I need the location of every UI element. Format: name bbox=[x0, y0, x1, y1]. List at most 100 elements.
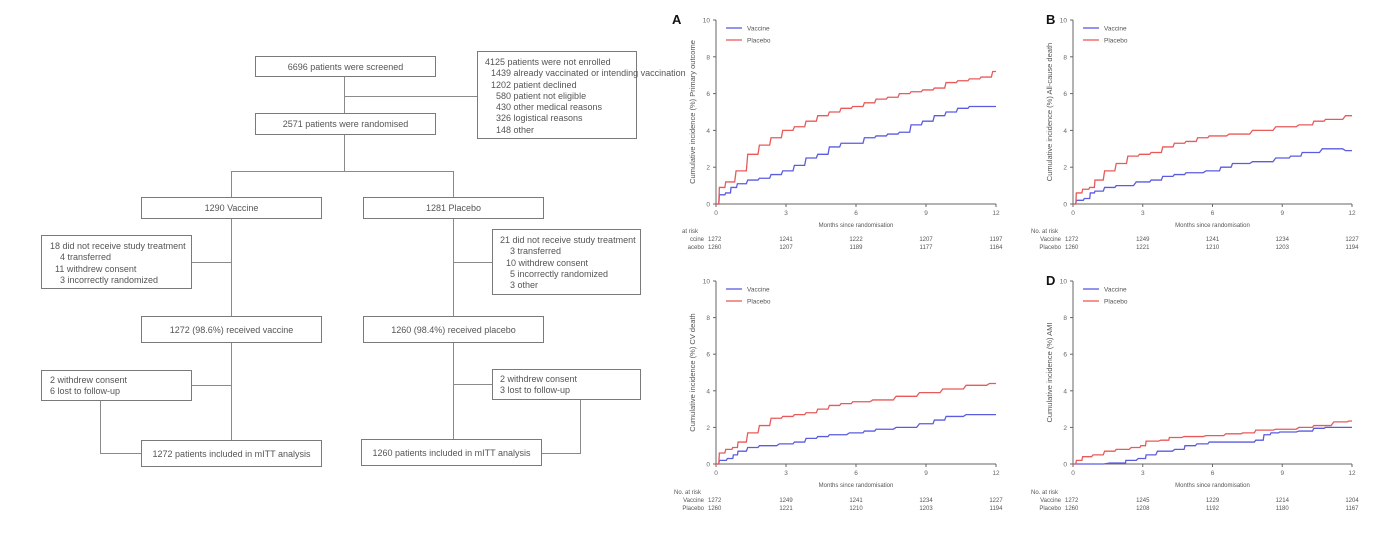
vaccine-lost-item: 2 withdrew consent bbox=[50, 375, 128, 385]
screened-text: 6696 patients were screened bbox=[287, 61, 404, 72]
connector-line bbox=[453, 171, 455, 197]
risk-table-value: 1194 bbox=[1346, 245, 1360, 251]
x-tick-label: 0 bbox=[1071, 210, 1075, 217]
consort-flow-diagram: 6696 patients were screened 4125 patient… bbox=[0, 0, 686, 542]
y-tick-label: 4 bbox=[1063, 128, 1067, 135]
y-tick-label: 0 bbox=[1063, 202, 1067, 209]
y-tick-label: 2 bbox=[1063, 425, 1067, 432]
y-tick-label: 6 bbox=[706, 352, 710, 359]
placebo-excluded-item: 10 withdrew consent bbox=[506, 257, 589, 268]
panel-letter: D bbox=[1046, 273, 1055, 288]
risk-table-value: 1204 bbox=[1345, 498, 1359, 504]
series-line-vaccine bbox=[716, 413, 996, 465]
vaccine-excluded-title: 18 did not receive study treatment bbox=[50, 241, 186, 251]
legend-label: Vaccine bbox=[1104, 287, 1127, 294]
risk-table-value: 1221 bbox=[779, 506, 793, 512]
risk-table-row-label: Vaccine bbox=[1040, 498, 1062, 504]
risk-table-value: 1272 bbox=[708, 498, 722, 504]
y-tick-label: 2 bbox=[1063, 165, 1067, 172]
risk-table-value: 1241 bbox=[779, 237, 793, 243]
placebo-analysed-box: 1260 patients included in mITT analysis bbox=[361, 439, 542, 466]
vaccine-analysed-text: 1272 patients included in mITT analysis bbox=[152, 448, 311, 459]
connector-line bbox=[231, 171, 454, 173]
y-tick-label: 2 bbox=[706, 425, 710, 432]
y-tick-label: 10 bbox=[1060, 18, 1068, 25]
x-tick-label: 12 bbox=[992, 210, 1000, 217]
randomised-box: 2571 patients were randomised bbox=[255, 113, 436, 135]
y-tick-label: 0 bbox=[706, 202, 710, 209]
risk-table-value: 1207 bbox=[919, 237, 933, 243]
placebo-excluded-box: 21 did not receive study treatment 3 tra… bbox=[492, 229, 641, 295]
x-tick-label: 12 bbox=[992, 470, 1000, 477]
risk-table-value: 1245 bbox=[1136, 498, 1150, 504]
connector-line bbox=[580, 399, 582, 454]
risk-table-value: 1203 bbox=[919, 506, 933, 512]
x-tick-label: 12 bbox=[1348, 470, 1356, 477]
placebo-excluded-title: 21 did not receive study treatment bbox=[500, 235, 636, 245]
y-tick-label: 8 bbox=[1063, 315, 1067, 322]
x-tick-label: 0 bbox=[714, 470, 718, 477]
x-tick-label: 12 bbox=[1348, 210, 1356, 217]
y-tick-label: 2 bbox=[706, 165, 710, 172]
risk-table-value: 1249 bbox=[1136, 237, 1150, 243]
series-line-placebo bbox=[1073, 420, 1352, 465]
risk-table-value: 1227 bbox=[989, 498, 1003, 504]
series-line-vaccine bbox=[716, 105, 996, 205]
risk-table-value: 1260 bbox=[708, 506, 722, 512]
x-axis-label: Months since randomisation bbox=[1175, 223, 1250, 229]
risk-table-value: 1241 bbox=[1206, 237, 1220, 243]
y-axis-label: Cumulative incidence (%) All-cause death bbox=[1045, 43, 1054, 181]
not-enrolled-item: 326 logistical reasons bbox=[496, 113, 583, 124]
panel-letter: A bbox=[672, 12, 682, 27]
x-tick-label: 6 bbox=[1211, 470, 1215, 477]
legend-label: Placebo bbox=[1104, 299, 1128, 306]
placebo-lost-item: 3 lost to follow-up bbox=[500, 385, 571, 396]
risk-table-value: 1249 bbox=[779, 498, 793, 504]
placebo-excluded-item: 3 transferred bbox=[510, 246, 562, 257]
risk-table-value: 1272 bbox=[1065, 237, 1079, 243]
y-tick-label: 10 bbox=[703, 279, 711, 286]
x-tick-label: 3 bbox=[1141, 470, 1145, 477]
legend-label: Vaccine bbox=[747, 26, 770, 33]
x-tick-label: 9 bbox=[1280, 210, 1284, 217]
connector-line bbox=[231, 342, 233, 441]
not-enrolled-item: 148 other bbox=[496, 124, 535, 135]
risk-table-value: 1207 bbox=[779, 245, 793, 251]
vaccine-analysed-box: 1272 patients included in mITT analysis bbox=[141, 440, 322, 467]
risk-table-header: No. at risk bbox=[1031, 229, 1059, 235]
screened-box: 6696 patients were screened bbox=[255, 56, 436, 77]
risk-table-value: 1167 bbox=[1346, 506, 1360, 512]
x-tick-label: 9 bbox=[924, 470, 928, 477]
placebo-allocated-text: 1281 Placebo bbox=[425, 203, 482, 213]
not-enrolled-title: 4125 patients were not enrolled bbox=[485, 57, 611, 67]
series-line-vaccine bbox=[1073, 426, 1352, 465]
x-axis-label: Months since randomisation bbox=[819, 483, 894, 489]
risk-table-value: 1208 bbox=[1136, 506, 1150, 512]
vaccine-allocated-box: 1290 Vaccine bbox=[141, 197, 322, 219]
vaccine-allocated-text: 1290 Vaccine bbox=[204, 203, 259, 213]
y-tick-label: 10 bbox=[1060, 279, 1068, 286]
placebo-excluded-item: 5 incorrectly randomized bbox=[510, 268, 609, 279]
x-tick-label: 0 bbox=[1071, 470, 1075, 477]
risk-table-value: 1229 bbox=[1206, 498, 1220, 504]
risk-table-row-label: ccine bbox=[690, 237, 705, 243]
legend-label: Placebo bbox=[747, 299, 771, 306]
legend-label: Placebo bbox=[1104, 38, 1128, 45]
vaccine-received-box: 1272 (98.6%) received vaccine bbox=[141, 316, 322, 343]
risk-table-value: 1197 bbox=[990, 237, 1004, 243]
vaccine-lost-box: 2 withdrew consent 6 lost to follow-up bbox=[41, 370, 192, 401]
risk-table-value: 1203 bbox=[1276, 245, 1290, 251]
connector-line bbox=[231, 218, 233, 318]
risk-table-header: No. at risk bbox=[674, 490, 702, 496]
x-tick-label: 9 bbox=[1280, 470, 1284, 477]
risk-table-row-label: Placebo bbox=[1039, 245, 1061, 251]
vaccine-excluded-box: 18 did not receive study treatment 4 tra… bbox=[41, 235, 192, 289]
risk-table-row-label: Vaccine bbox=[1040, 237, 1062, 243]
risk-table-value: 1241 bbox=[849, 498, 863, 504]
y-tick-label: 0 bbox=[706, 462, 710, 469]
randomised-text: 2571 patients were randomised bbox=[282, 119, 409, 129]
risk-table-value: 1227 bbox=[1345, 237, 1359, 243]
risk-table-value: 1180 bbox=[1276, 506, 1290, 512]
vaccine-received-text: 1272 (98.6%) received vaccine bbox=[169, 324, 294, 335]
risk-table-value: 1222 bbox=[849, 237, 863, 243]
